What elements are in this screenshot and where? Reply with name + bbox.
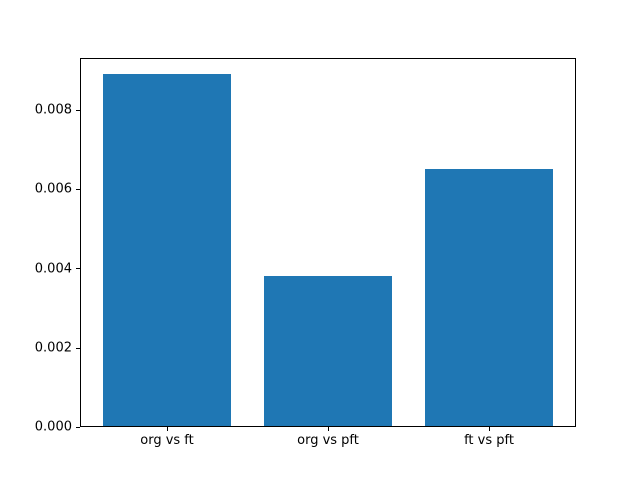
y-tick-label: 0.004: [34, 261, 72, 276]
x-tick-mark: [167, 427, 168, 431]
bar-org-vs-pft: [263, 276, 393, 427]
y-tick-label: 0.008: [34, 102, 72, 118]
x-tick-mark: [328, 427, 329, 431]
x-tick-label: org vs ft: [140, 433, 194, 448]
y-tick-mark: [76, 189, 80, 190]
y-tick-label: 0.002: [34, 340, 72, 356]
x-tick-label: org vs pft: [297, 433, 359, 448]
x-tick-mark: [489, 427, 490, 431]
plot-area-frame: [80, 58, 576, 427]
y-tick-mark: [76, 110, 80, 111]
y-tick-mark: [76, 348, 80, 349]
bar-org-vs-ft: [102, 74, 232, 427]
bar-ft-vs-pft: [424, 169, 554, 427]
y-tick-label: 0.000: [34, 419, 72, 435]
x-tick-label: ft vs pft: [464, 433, 514, 448]
y-tick-mark: [76, 268, 80, 269]
y-tick-mark: [76, 427, 80, 428]
y-tick-label: 0.006: [34, 181, 72, 197]
